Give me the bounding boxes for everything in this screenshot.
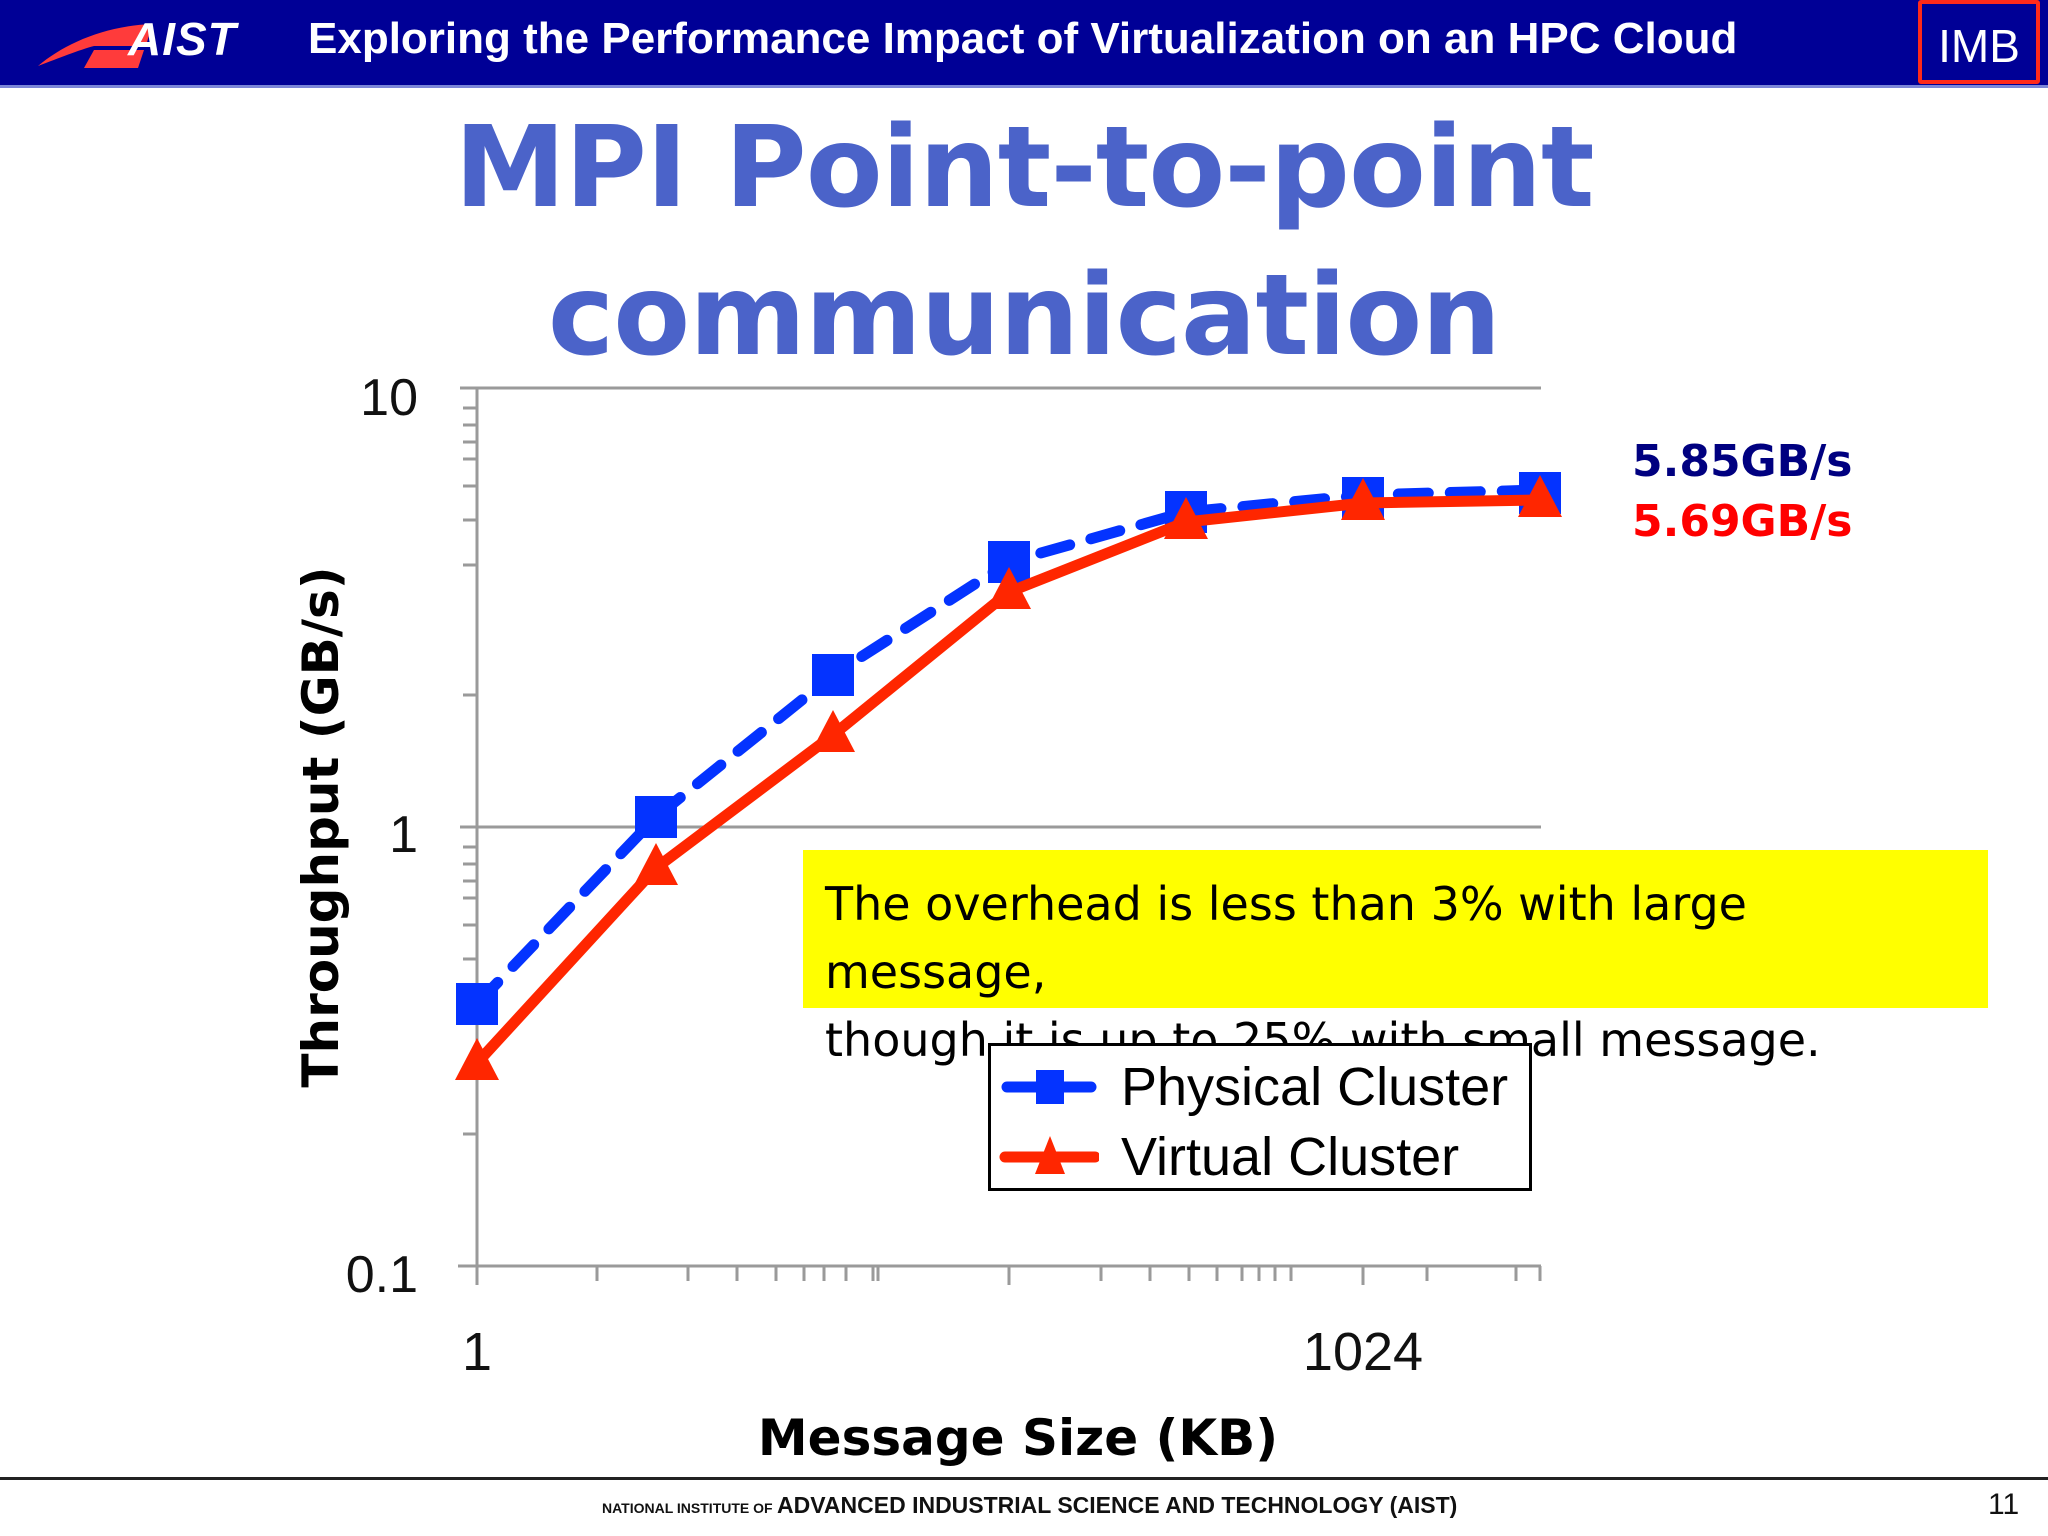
footer-institute: NATIONAL INSTITUTE OF ADVANCED INDUSTRIA… [602, 1492, 1457, 1519]
slide-title: MPI Point-to-point communication [0, 94, 2048, 390]
footer-prefix: NATIONAL INSTITUTE OF [602, 1500, 773, 1516]
triangle-marker-icon [999, 1136, 1099, 1174]
x-axis-title: Message Size (KB) [758, 1409, 1278, 1467]
footer-divider [0, 1477, 2048, 1480]
legend-label-physical: Physical Cluster [1121, 1057, 1509, 1117]
physical-end-value: 5.85GB/s [1632, 436, 1853, 487]
note-line1: The overhead is less than 3% with large … [825, 877, 1747, 999]
x-axis [475, 1264, 1542, 1285]
header-bar: AIST Exploring the Performance Impact of… [0, 0, 2048, 85]
slide-title-line1: MPI Point-to-point [454, 103, 1594, 233]
legend-item-physical: Physical Cluster [991, 1052, 1529, 1122]
y-tick-10: 10 [360, 369, 418, 427]
page-number: 11 [1988, 1488, 2020, 1521]
header-tag: IMB [1918, 0, 2040, 84]
aist-logo-icon [38, 24, 152, 68]
legend-item-virtual: Virtual Cluster [991, 1122, 1529, 1192]
header-title: Exploring the Performance Impact of Virt… [308, 14, 1738, 63]
square-marker-icon [1001, 1070, 1097, 1104]
header-divider [0, 85, 2048, 88]
footer-name: ADVANCED INDUSTRIAL SCIENCE AND TECHNOLO… [777, 1492, 1458, 1518]
series-virtual-cluster [455, 475, 1562, 1080]
logo-text: AIST [128, 13, 237, 65]
x-tick-1: 1 [462, 1322, 492, 1382]
x-tick-1024: 1024 [1303, 1322, 1423, 1382]
virtual-end-value: 5.69GB/s [1632, 496, 1853, 547]
legend-label-virtual: Virtual Cluster [1121, 1127, 1460, 1187]
y-tick-1: 1 [389, 806, 418, 864]
slide-title-line2: communication [547, 251, 1501, 381]
y-axis-title: Throughput (GB/s) [292, 566, 350, 1087]
y-tick-0-1: 0.1 [346, 1246, 418, 1304]
chart-legend: Physical Cluster Virtual Cluster [988, 1043, 1532, 1191]
overhead-note: The overhead is less than 3% with large … [803, 850, 1988, 1067]
